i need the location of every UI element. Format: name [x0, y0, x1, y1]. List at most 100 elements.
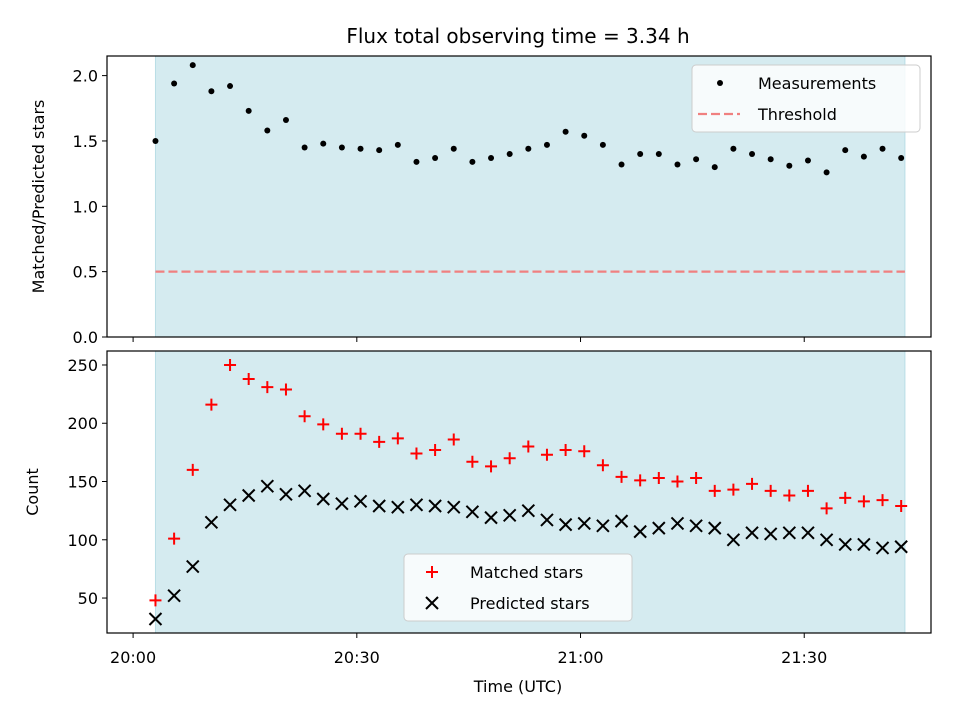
top-legend: Measurements Threshold [691, 64, 921, 133]
legend-box [403, 553, 633, 622]
top-axes-frame [106, 55, 932, 338]
top-y-axis-label: Matched/Predicted stars [29, 100, 48, 294]
measurement-point [693, 156, 700, 163]
measurement-point [655, 151, 662, 158]
predicted-stars-point [540, 513, 554, 527]
predicted-stars-point [223, 498, 237, 512]
bottom-y-axis-label: Count [23, 468, 42, 516]
matched-stars-point [801, 484, 814, 497]
measurement-point [189, 62, 196, 69]
legend-label: Predicted stars [470, 594, 590, 613]
measurement-point [394, 141, 401, 148]
matched-stars-point [503, 452, 516, 465]
x-tick-label: 20:30 [334, 648, 380, 667]
predicted-stars-point [763, 527, 778, 541]
measurement-point [599, 141, 606, 148]
predicted-stars-point [875, 541, 890, 555]
predicted-stars-point [447, 500, 461, 514]
x-tick-label: 21:30 [781, 648, 827, 667]
matched-stars-point [746, 477, 759, 490]
measurement-point [450, 145, 457, 152]
bottom-y-tick-label: 100 [67, 531, 98, 550]
matched-stars-point [205, 398, 218, 411]
matched-stars-point [429, 444, 442, 457]
measurement-point [879, 145, 886, 152]
measurement-point [711, 164, 718, 171]
x-axis-label: Time (UTC) [473, 677, 562, 696]
measurement-point [730, 145, 737, 152]
measurement-point [749, 151, 756, 158]
predicted-stars-point [316, 492, 330, 506]
bottom-axes-frame [106, 350, 932, 634]
measurement-point [506, 151, 513, 158]
matched-stars-point [783, 489, 796, 502]
matched-stars-point [876, 494, 889, 507]
measurement-point [786, 162, 793, 169]
predicted-stars-point [857, 537, 871, 552]
matched-stars-point [317, 418, 330, 431]
top-y-tick-label: 2.0 [73, 67, 98, 86]
predicted-stars-point [819, 533, 834, 547]
predicted-stars-point [391, 500, 405, 514]
predicted-stars-point [708, 521, 722, 535]
predicted-stars-point [465, 505, 480, 519]
measurement-point [227, 83, 234, 90]
measurement-point [469, 158, 476, 165]
predicted-stars-point [782, 526, 797, 540]
predicted-stars-point [260, 479, 275, 493]
predicted-stars-point [838, 537, 852, 552]
measurement-point [860, 153, 867, 160]
x-tick-label: 21:00 [557, 648, 603, 667]
measurement-point [301, 144, 308, 151]
matched-stars-point [485, 460, 498, 473]
matched-stars-point [466, 455, 479, 468]
matched-stars-point [186, 463, 199, 476]
matched-stars-point [652, 472, 665, 485]
predicted-stars-point [577, 516, 591, 531]
predicted-stars-point [614, 514, 629, 528]
measurement-point [208, 88, 215, 95]
measurement-point [282, 117, 289, 124]
matched-stars-point [839, 491, 852, 504]
measurement-point [804, 157, 811, 164]
bottom-y-tick-label: 250 [67, 356, 98, 375]
predicted-stars-point [204, 515, 219, 530]
predicted-stars-point [335, 496, 349, 511]
matched-stars-point [224, 358, 237, 371]
measurement-point [898, 154, 905, 161]
matched-stars-point [373, 435, 386, 448]
matched-stars-point [354, 427, 367, 440]
predicted-stars-point [297, 484, 312, 498]
measurement-point [432, 154, 439, 161]
bottom-y-tick-label: 150 [67, 473, 98, 492]
matched-stars-point [578, 445, 591, 458]
measurement-point [562, 128, 569, 135]
legend-label: Matched stars [470, 563, 583, 582]
measurement-point [338, 144, 345, 151]
measurement-point [413, 158, 420, 165]
predicted-stars-point [353, 494, 368, 509]
matched-stars-point [708, 484, 721, 497]
measurement-point [376, 147, 383, 154]
measurement-point [264, 127, 271, 134]
predicted-stars-point [894, 540, 908, 554]
matched-stars-point [261, 381, 274, 394]
predicted-stars-point [689, 519, 703, 533]
top-y-tick-label: 1.5 [73, 132, 98, 151]
matched-stars-point [615, 470, 628, 483]
measurement-point [823, 169, 830, 176]
matched-stars-point [857, 495, 870, 508]
matched-stars-point [335, 427, 348, 440]
top-panel: Matched/Predicted stars 0.0 0.5 1.0 1.5 2.0 M… [29, 55, 932, 347]
measurement-point [488, 154, 495, 161]
matched-stars-point [690, 472, 703, 485]
figure-title: Flux total observing time = 3.34 h [346, 24, 689, 48]
measurement-point [767, 156, 774, 163]
predicted-stars-point [633, 524, 647, 539]
predicted-stars-point [279, 487, 293, 502]
predicted-stars-point [484, 510, 498, 525]
bottom-legend: Matched stars Predicted stars [403, 553, 633, 622]
bottom-y-tick-label: 200 [67, 414, 98, 433]
matched-stars-point [298, 410, 311, 423]
measurement-point [637, 151, 644, 158]
